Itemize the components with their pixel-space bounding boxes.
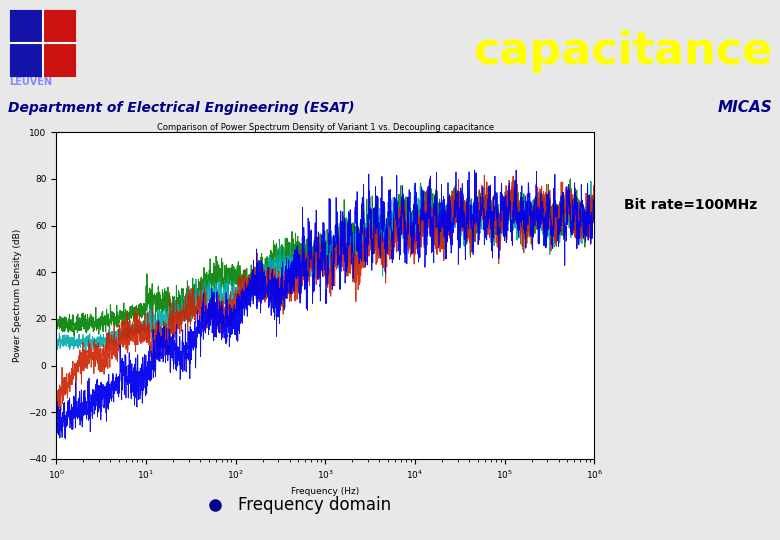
Text: Department of Electrical Engineering (ESAT): Department of Electrical Engineering (ES…	[8, 101, 354, 115]
Text: MICAS: MICAS	[718, 100, 772, 116]
Title: Comparison of Power Spectrum Density of Variant 1 vs. Decoupling capacitance: Comparison of Power Spectrum Density of …	[157, 123, 494, 132]
Text: LEUVEN: LEUVEN	[9, 77, 52, 87]
Bar	[9, 10, 43, 77]
Text: Bit rate=100MHz: Bit rate=100MHz	[624, 198, 757, 212]
Bar	[43, 10, 76, 77]
Y-axis label: Power Spectrum Density (dB): Power Spectrum Density (dB)	[13, 229, 22, 362]
Text: Frequency domain: Frequency domain	[238, 496, 391, 514]
X-axis label: Frequency (Hz): Frequency (Hz)	[291, 487, 360, 496]
Text: capacitance: capacitance	[473, 30, 772, 73]
